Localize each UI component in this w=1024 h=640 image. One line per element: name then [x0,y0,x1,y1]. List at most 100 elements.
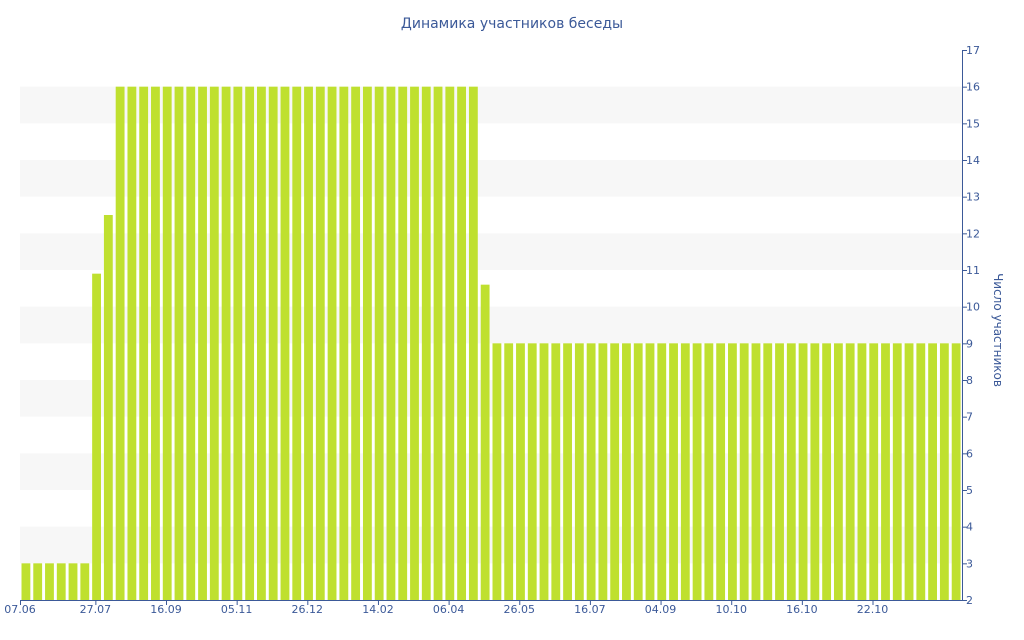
y-tick-label: 14 [966,154,980,167]
bar [304,86,313,600]
y-tick-label: 11 [966,264,980,277]
bar [669,343,678,600]
bar [115,86,125,600]
y-tick-label: 17 [966,44,980,57]
y-tick-label: 6 [966,447,973,460]
bar [186,86,196,600]
bar [433,86,443,600]
y-tick-label: 12 [966,227,980,240]
y-axis-ticks: 2 3 4 5 6 7 8 9 10 11 12 13 14 15 16 17 [962,44,980,607]
bar [822,343,832,600]
bar [904,343,914,600]
y-axis-title: Число участников [991,273,1005,387]
bar [221,86,231,600]
x-tick-label: 16.07 [574,603,606,616]
y-tick-label: 5 [966,484,973,497]
bar [103,215,113,600]
bar [881,343,890,600]
bar [833,343,843,600]
x-tick-label: 14.02 [362,603,394,616]
grid-band [20,453,962,490]
bar [257,86,266,600]
bar [198,86,207,600]
bar [951,343,961,600]
bar [68,563,78,600]
bar-series [21,86,961,600]
bar [327,86,337,600]
bar [586,343,596,600]
grid-band [20,306,962,344]
x-tick-label: 16.10 [786,603,818,616]
y-tick-label: 8 [966,374,973,387]
bar [857,343,867,600]
bar [410,86,419,600]
bar [939,343,949,600]
x-tick-label: 05.11 [221,603,253,616]
y-tick-label: 3 [966,557,973,570]
bar [209,86,219,600]
bar [56,563,66,600]
bar [633,343,643,600]
chart-title: Динамика участников беседы [401,16,623,32]
bar [869,343,879,600]
bar [763,343,773,600]
bar [139,86,149,600]
bar [622,343,631,600]
bar [268,86,278,600]
bar [928,343,938,600]
bar [798,343,808,600]
bar [645,343,655,600]
bar [457,86,467,600]
bar [245,86,255,600]
bar [174,86,184,600]
bar [339,86,349,600]
grid-band [20,380,962,417]
bar [574,343,584,600]
x-tick-label: 16.09 [150,603,182,616]
bar [751,343,761,600]
bar [598,343,608,600]
bar [362,86,372,600]
bar [739,343,749,600]
bar [162,86,172,600]
x-tick-label: 06.04 [433,603,465,616]
bar [480,284,490,600]
x-axis-ticks: 07.06 27.07 16.09 05.11 26.12 14.02 06.04 26.05… [4,600,888,616]
bar [386,86,396,600]
grid-band [20,526,962,564]
y-tick-label: 7 [966,411,973,424]
bar [127,86,137,600]
y-tick-label: 4 [966,521,973,534]
bar [421,86,431,600]
bar [610,343,620,600]
bar [810,343,820,600]
bar [845,343,855,600]
bar [892,343,902,600]
bar [233,86,243,600]
bar [151,86,160,600]
grid-band [20,86,962,124]
bar [21,563,31,600]
grid-band [20,160,962,197]
x-tick-label: 22.10 [857,603,889,616]
y-tick-label: 15 [966,117,980,130]
bar [292,86,302,600]
bar [468,86,478,600]
bar [527,343,537,600]
bar [516,343,525,600]
bar [680,343,690,600]
y-tick-label: 2 [966,594,973,607]
x-tick-label: 27.07 [80,603,112,616]
bar [716,343,726,600]
bar [315,86,325,600]
bar [775,343,784,600]
bar [351,86,361,600]
bar [704,343,714,600]
bar [692,343,702,600]
bar [92,273,101,600]
bar [80,563,90,600]
grid-bands [20,86,962,564]
bar [445,86,455,600]
x-tick-label: 07.06 [4,603,36,616]
